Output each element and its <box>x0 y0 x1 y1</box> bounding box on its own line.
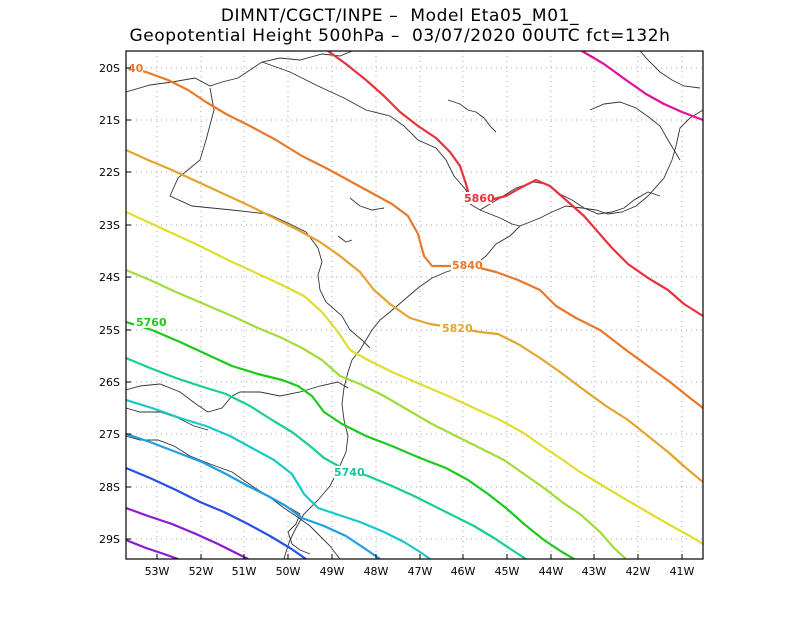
y-tick-label: 20S <box>99 62 120 75</box>
x-tick-label: 51W <box>232 565 257 578</box>
border-mg-es <box>589 101 681 161</box>
contour-5840 <box>126 66 703 409</box>
contour-5780 <box>126 268 627 559</box>
contour-5680 <box>126 466 307 559</box>
x-tick-label: 45W <box>495 565 520 578</box>
x-tick-label: 46W <box>451 565 476 578</box>
x-tick-label: 43W <box>582 565 607 578</box>
border-mg-ba <box>639 51 701 89</box>
contour-5860 <box>327 51 703 317</box>
border-ms-go <box>126 51 353 93</box>
contour-5760 <box>126 320 575 559</box>
x-tick-label: 49W <box>320 565 345 578</box>
x-tick-label: 42W <box>626 565 651 578</box>
state-borders <box>126 51 703 559</box>
border-sc-rs <box>126 435 341 559</box>
y-axis-labels: 20S 21S 22S 23S 24S 25S 26S 27S 28S 29S <box>99 62 120 546</box>
y-tick-label: 22S <box>99 166 120 179</box>
y-tick-label: 26S <box>99 376 120 389</box>
coastline <box>283 109 703 559</box>
border-mg-rj <box>479 181 661 215</box>
contour-5640 <box>126 538 179 559</box>
contour-5660 <box>126 506 249 559</box>
x-tick-label: 48W <box>364 565 389 578</box>
x-tick-label: 50W <box>276 565 301 578</box>
y-tick-label: 21S <box>99 114 120 127</box>
contour-label-5840: 5840 <box>452 259 483 272</box>
map-title-line2: Geopotential Height 500hPa – 03/07/2020 … <box>129 26 671 46</box>
y-tick-label: 28S <box>99 481 120 494</box>
graticule <box>126 51 703 559</box>
tick-marks <box>126 67 683 559</box>
y-tick-label: 27S <box>99 428 120 441</box>
contour-label-edge: 40 <box>128 62 144 75</box>
bay-paranagua <box>337 235 353 243</box>
contour-label-5740: 5740 <box>334 466 365 479</box>
contour-5800 <box>126 210 703 545</box>
border-argentina <box>126 407 209 431</box>
contour-label-5860: 5860 <box>464 192 495 205</box>
river-parana-east <box>349 197 385 211</box>
contour-label-5760: 5760 <box>136 316 167 329</box>
border-mg-sp <box>261 61 481 211</box>
river-furnas <box>447 99 497 133</box>
x-tick-label: 41W <box>670 565 695 578</box>
y-tick-label: 25S <box>99 324 120 337</box>
contour-5700 <box>126 432 381 559</box>
y-tick-label: 29S <box>99 533 120 546</box>
map-title-line1: DIMNT/CGCT/INPE – Model Eta05_M01_ <box>220 6 580 26</box>
x-tick-label: 53W <box>145 565 170 578</box>
contour-5720 <box>126 398 431 559</box>
border-pr-sc <box>126 381 349 413</box>
contour-5820 <box>126 148 703 483</box>
x-tick-label: 44W <box>539 565 564 578</box>
border-sp-rj <box>479 209 521 227</box>
lagoon <box>287 507 311 555</box>
border-pr-sp <box>169 87 371 349</box>
y-tick-label: 24S <box>99 271 120 284</box>
x-tick-label: 52W <box>189 565 214 578</box>
map-frame <box>125 50 704 560</box>
height-contours <box>126 51 703 559</box>
contour-label-5820: 5820 <box>442 322 473 335</box>
contour-labels: 5860 5840 5820 5760 5740 40 <box>127 62 495 479</box>
contour-5880 <box>581 51 703 122</box>
y-tick-label: 23S <box>99 219 120 232</box>
x-tick-label: 47W <box>408 565 433 578</box>
x-axis-labels: 53W 52W 51W 50W 49W 48W 47W 46W 45W 44W … <box>145 565 695 578</box>
contour-5740 <box>126 356 527 559</box>
